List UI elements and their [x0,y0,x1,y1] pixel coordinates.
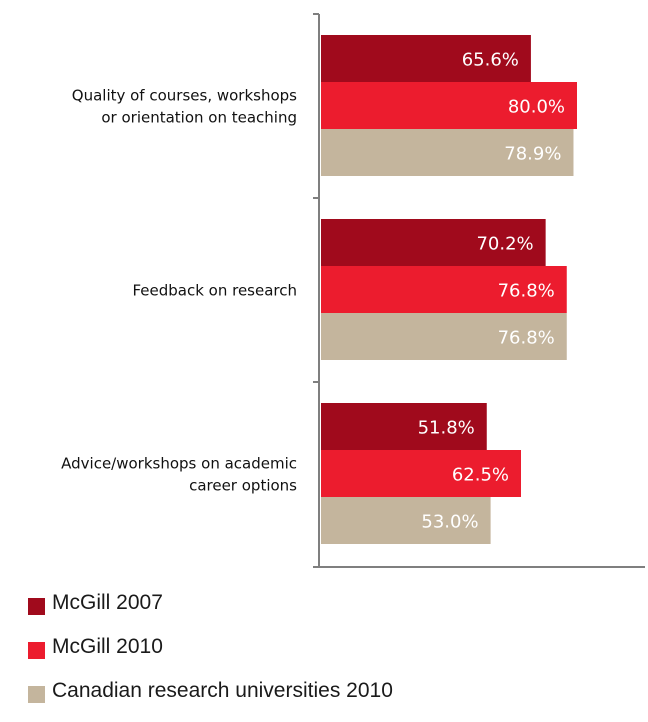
bars-layer: 65.6% 80.0% 78.9% 70.2% 76.8% 76.8% 51.8% 62.5%… [321,35,577,544]
bar-1-1 [321,35,531,82]
bar-2-3 [321,313,567,360]
bar-2-2 [321,266,567,313]
bar-value-label: 65.6% [462,50,519,71]
category-label: Quality of courses, workshops [72,87,297,105]
axis-layer [313,13,645,568]
category-label: Advice/workshops on academic [61,455,297,473]
legend-label: Canadian research universities 2010 [52,679,393,702]
bar-1-2 [321,82,577,129]
bar-value-label: 78.9% [504,144,561,165]
bar-value-label: 53.0% [421,512,478,533]
category-label: or orientation on teaching [101,109,297,127]
category-label: career options [189,477,297,495]
bar-3-3 [321,497,491,544]
bar-value-label: 76.8% [498,328,555,349]
bar-value-label: 51.8% [418,418,475,439]
bar-value-label: 80.0% [508,97,565,118]
legend-label: McGill 2010 [52,635,163,658]
bar-3-1 [321,403,487,450]
bar-value-label: 62.5% [452,465,509,486]
bar-3-2 [321,450,521,497]
bar-value-label: 70.2% [476,234,533,255]
bar-2-1 [321,219,546,266]
legend-swatch [28,598,45,615]
category-label: Feedback on research [132,282,297,300]
bar-1-3 [321,129,574,176]
legend-swatch [28,642,45,659]
legend-label: McGill 2007 [52,591,163,614]
category-labels: Quality of courses, workshops or orientat… [61,87,297,495]
bar-value-label: 76.8% [498,281,555,302]
legend-swatch [28,686,45,703]
bar-chart: 65.6% 80.0% 78.9% 70.2% 76.8% 76.8% 51.8% 62.5%… [61,13,645,568]
